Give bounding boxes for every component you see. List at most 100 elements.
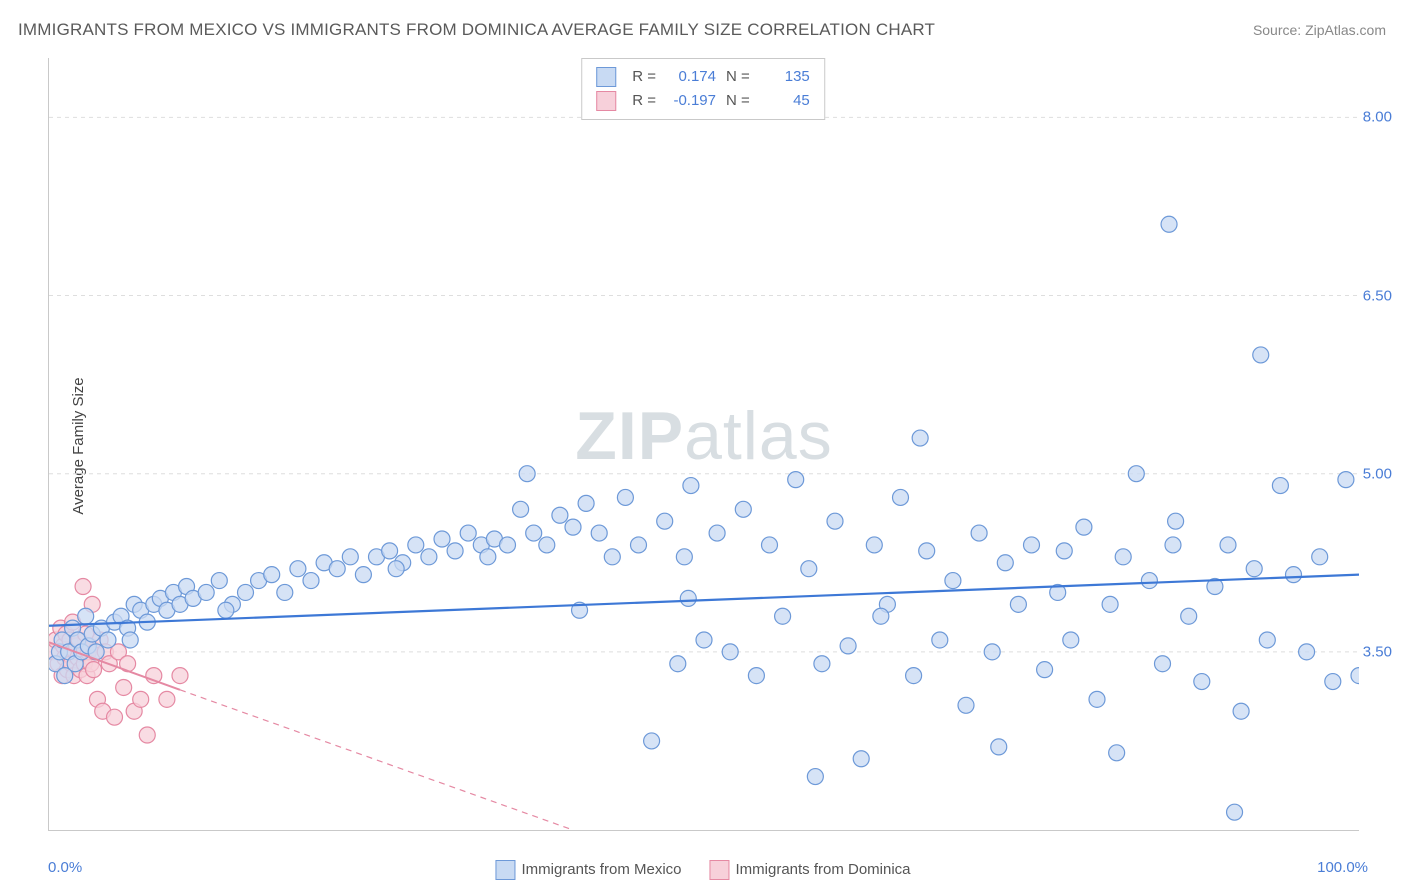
scatter-point xyxy=(75,579,91,595)
scatter-point xyxy=(198,584,214,600)
scatter-point xyxy=(1168,513,1184,529)
scatter-point xyxy=(1181,608,1197,624)
scatter-point xyxy=(500,537,516,553)
scatter-point xyxy=(480,549,496,565)
scatter-point xyxy=(1024,537,1040,553)
scatter-point xyxy=(1109,745,1125,761)
scatter-point xyxy=(238,584,254,600)
scatter-point xyxy=(565,519,581,535)
scatter-point xyxy=(277,584,293,600)
scatter-point xyxy=(873,608,889,624)
scatter-point xyxy=(591,525,607,541)
y-tick-label: 8.00 xyxy=(1363,109,1392,126)
scatter-point xyxy=(578,495,594,511)
scatter-point xyxy=(388,561,404,577)
scatter-point xyxy=(1299,644,1315,660)
scatter-point xyxy=(912,430,928,446)
scatter-point xyxy=(853,751,869,767)
source-attribution: Source: ZipAtlas.com xyxy=(1253,22,1386,38)
scatter-point xyxy=(329,561,345,577)
y-tick-label: 5.00 xyxy=(1363,465,1392,482)
scatter-point xyxy=(408,537,424,553)
N-value-dominica: 45 xyxy=(760,89,810,113)
scatter-point xyxy=(513,501,529,517)
scatter-point xyxy=(657,513,673,529)
scatter-point xyxy=(264,567,280,583)
legend: Immigrants from Mexico Immigrants from D… xyxy=(495,860,910,880)
stats-row-mexico: R = 0.174 N = 135 xyxy=(596,65,810,89)
scatter-point xyxy=(1063,632,1079,648)
scatter-point xyxy=(1165,537,1181,553)
scatter-point xyxy=(971,525,987,541)
scatter-point xyxy=(1037,662,1053,678)
scatter-point xyxy=(997,555,1013,571)
scatter-point xyxy=(722,644,738,660)
chart-title: IMMIGRANTS FROM MEXICO VS IMMIGRANTS FRO… xyxy=(18,20,935,40)
swatch-mexico xyxy=(495,860,515,880)
scatter-point xyxy=(1351,668,1359,684)
R-value-mexico: 0.174 xyxy=(666,65,716,89)
N-value-mexico: 135 xyxy=(760,65,810,89)
y-tick-label: 6.50 xyxy=(1363,287,1392,304)
scatter-point xyxy=(303,573,319,589)
scatter-point xyxy=(762,537,778,553)
swatch-mexico-stats xyxy=(596,67,616,87)
scatter-point xyxy=(122,632,138,648)
scatter-point xyxy=(290,561,306,577)
legend-label-mexico: Immigrants from Mexico xyxy=(521,861,681,878)
x-axis-min-label: 0.0% xyxy=(48,859,82,876)
scatter-point xyxy=(827,513,843,529)
scatter-point xyxy=(172,668,188,684)
R-label: R = xyxy=(632,89,656,113)
scatter-point xyxy=(644,733,660,749)
scatter-point xyxy=(801,561,817,577)
stats-row-dominica: R = -0.197 N = 45 xyxy=(596,89,810,113)
scatter-point xyxy=(116,679,132,695)
scatter-point xyxy=(139,727,155,743)
scatter-point xyxy=(683,478,699,494)
scatter-point xyxy=(1312,549,1328,565)
stats-box: R = 0.174 N = 135 R = -0.197 N = 45 xyxy=(581,58,825,120)
scatter-point xyxy=(906,668,922,684)
scatter-point xyxy=(670,656,686,672)
scatter-point xyxy=(1220,537,1236,553)
scatter-point xyxy=(958,697,974,713)
scatter-point xyxy=(945,573,961,589)
scatter-point xyxy=(100,632,116,648)
scatter-point xyxy=(1233,703,1249,719)
scatter-point xyxy=(1272,478,1288,494)
scatter-point xyxy=(1194,674,1210,690)
scatter-point xyxy=(526,525,542,541)
scatter-point xyxy=(218,602,234,618)
chart-svg xyxy=(49,58,1359,830)
scatter-point xyxy=(696,632,712,648)
scatter-point xyxy=(382,543,398,559)
scatter-point xyxy=(932,632,948,648)
scatter-point xyxy=(133,691,149,707)
scatter-point xyxy=(1286,567,1302,583)
scatter-point xyxy=(355,567,371,583)
scatter-point xyxy=(1056,543,1072,559)
scatter-point xyxy=(1141,573,1157,589)
scatter-point xyxy=(86,662,102,678)
N-label: N = xyxy=(726,89,750,113)
scatter-point xyxy=(539,537,555,553)
scatter-point xyxy=(519,466,535,482)
scatter-point xyxy=(1325,674,1341,690)
scatter-point xyxy=(991,739,1007,755)
scatter-point xyxy=(676,549,692,565)
scatter-point xyxy=(107,709,123,725)
scatter-point xyxy=(159,691,175,707)
scatter-point xyxy=(434,531,450,547)
scatter-point xyxy=(866,537,882,553)
plot-area: ZIPatlas xyxy=(48,58,1359,831)
scatter-point xyxy=(893,489,909,505)
scatter-point xyxy=(984,644,1000,660)
swatch-dominica xyxy=(709,860,729,880)
scatter-point xyxy=(604,549,620,565)
scatter-point xyxy=(1246,561,1262,577)
scatter-point xyxy=(447,543,463,559)
scatter-point xyxy=(421,549,437,565)
x-axis-max-label: 100.0% xyxy=(1317,859,1368,876)
scatter-point xyxy=(1161,216,1177,232)
